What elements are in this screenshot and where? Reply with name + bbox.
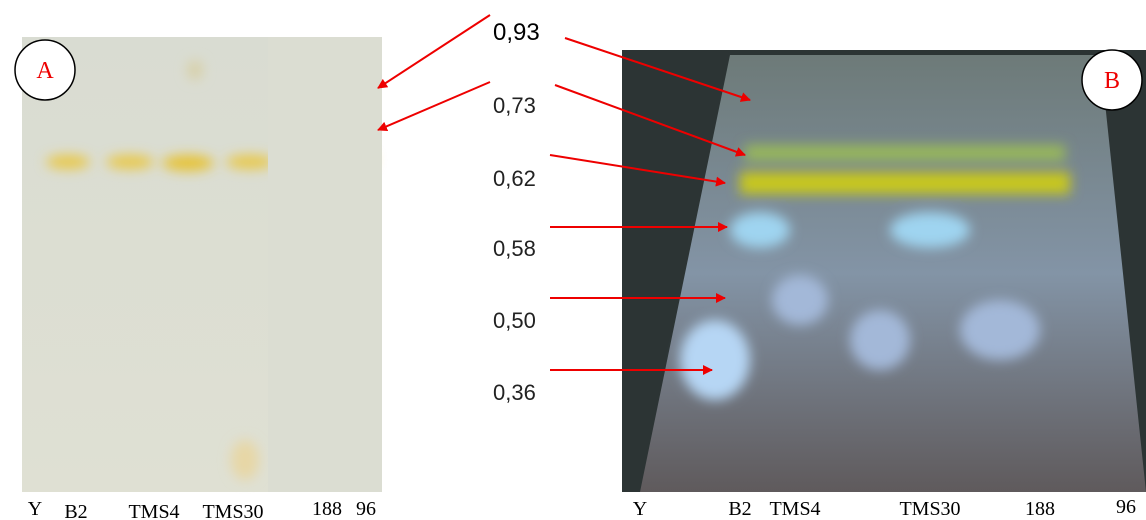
lane-label: 188 — [312, 498, 342, 520]
panel-badge — [1081, 49, 1143, 111]
lane-label: TMS30 — [202, 501, 263, 520]
lane-label: Y — [633, 498, 647, 520]
lane-label: 188 — [1025, 498, 1055, 520]
plate-a — [22, 37, 382, 492]
panel-badge — [14, 39, 76, 101]
panel-label: A — [36, 58, 54, 84]
lane-label: 96 — [1116, 496, 1136, 518]
plate-b — [622, 50, 1146, 492]
rf-label: 0,93 — [493, 19, 540, 46]
rf-label: 0,62 — [493, 166, 536, 191]
arrows — [377, 14, 751, 375]
lane-label: Y — [28, 498, 42, 520]
lane-label: B2 — [728, 498, 751, 520]
rf-label: 0,73 — [493, 93, 536, 118]
panel-label: B — [1104, 68, 1120, 94]
lane-label: TMS4 — [128, 501, 179, 520]
lane-label: TMS4 — [769, 498, 820, 520]
lane-label: B2 — [64, 501, 87, 520]
lane-label: TMS30 — [899, 498, 960, 520]
lane-label: 96 — [356, 498, 376, 520]
rf-label: 0,36 — [493, 380, 536, 405]
rf-label: 0,50 — [493, 308, 536, 333]
rf-label: 0,58 — [493, 236, 536, 261]
